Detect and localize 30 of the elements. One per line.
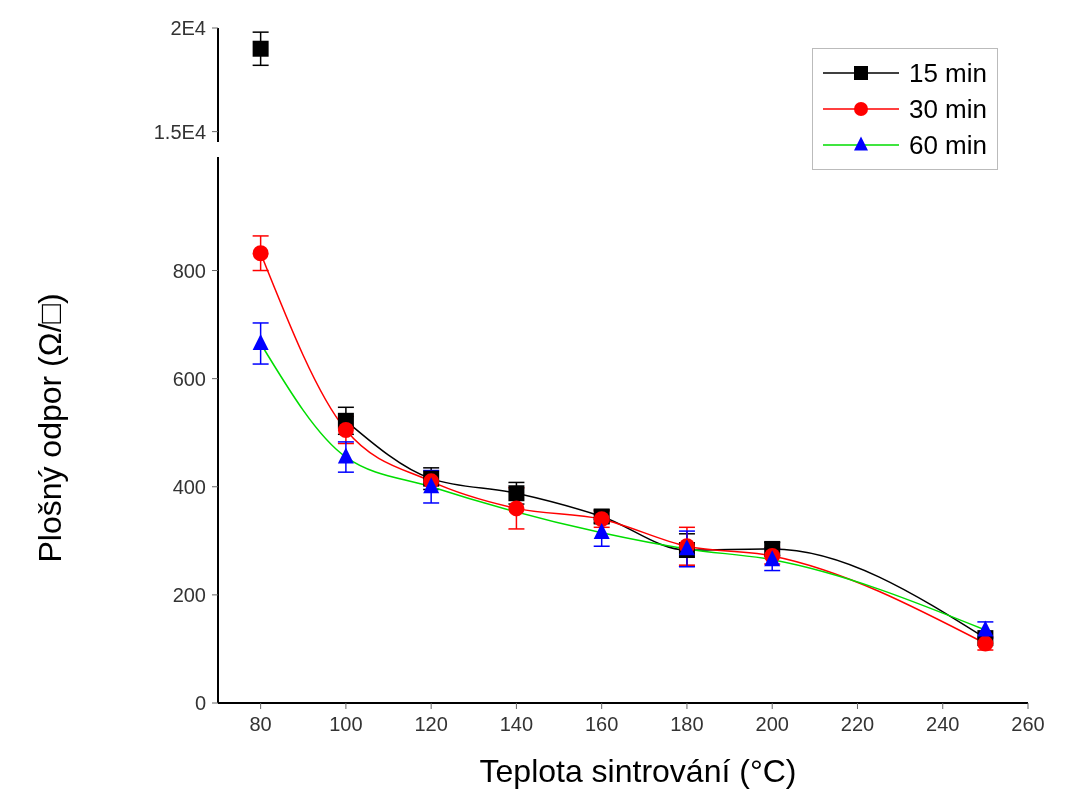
x-tick-label: 180 [670,713,704,736]
x-tick-label: 140 [499,713,534,736]
point [593,523,610,540]
x-tick-label: 80 [249,713,272,736]
point [508,485,525,502]
y-tick-label: 800 [172,259,206,282]
y-tick-label: 200 [172,583,206,606]
x-axis-title: Teplota sintrování (°C) [478,753,798,790]
x-tick-label: 240 [926,713,960,736]
x-tick-label: 120 [414,713,448,736]
point [337,422,354,438]
legend-label: 60 min [908,129,987,161]
x-tick-label: 260 [1011,713,1045,736]
point [508,500,525,517]
point [252,245,269,262]
legend-label: 15 min [908,57,987,89]
y-tick-label: 2E4 [170,17,206,40]
x-tick-label: 100 [329,713,363,736]
y-tick-label: 400 [172,475,206,498]
x-tick-label: 200 [755,713,789,736]
y-tick-label: 0 [194,692,206,715]
y-tick-label: 600 [172,367,206,390]
x-tick-label: 160 [585,713,619,736]
legend-label: 30 min [908,93,987,125]
y-axis-title: Plošný odpor (Ω/□) [31,293,69,563]
point [337,447,354,464]
x-tick-label: 220 [840,713,875,736]
point [423,477,440,494]
y-tick-label: 1.5E4 [153,120,206,143]
point [252,333,269,350]
